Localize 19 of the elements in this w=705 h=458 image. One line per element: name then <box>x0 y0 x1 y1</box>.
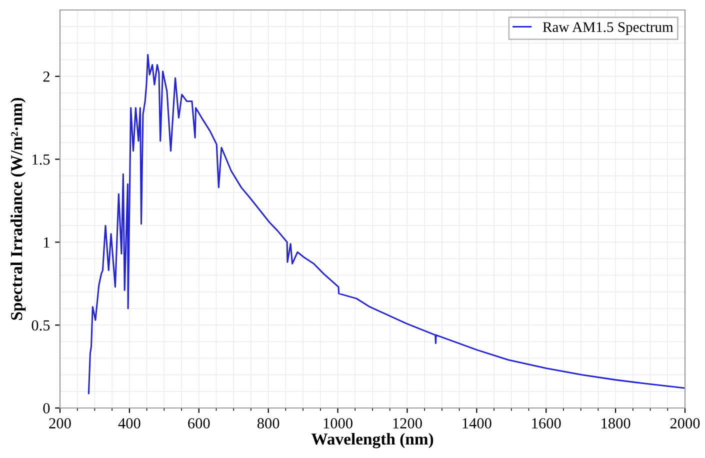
x-tick-label: 1600 <box>532 418 561 428</box>
y-tick-label: 1 <box>44 237 50 248</box>
x-tick-label: 2000 <box>670 418 700 428</box>
x-tick-label: 200 <box>49 418 71 428</box>
x-tick-label: 800 <box>257 418 280 428</box>
line-series <box>88 54 685 394</box>
y-tick-label: 2 <box>43 72 50 82</box>
y-tick-label: 0.5 <box>32 320 50 331</box>
x-tick-label: 600 <box>188 418 210 428</box>
x-tick-label: 1400 <box>462 418 492 428</box>
x-tick-label: 1200 <box>393 418 422 428</box>
x-axis-title: Wavelength (nm) <box>311 432 434 448</box>
x-tick-label: 400 <box>118 418 140 428</box>
y-tick-label: 0 <box>43 403 50 414</box>
legend-label: Raw AM1.5 Spectrum <box>542 22 674 35</box>
x-tick-label: 1000 <box>324 418 352 428</box>
y-axis-title: Spectral Irradiance (W/m²·nm) <box>10 98 26 320</box>
y-tick-label: 1.5 <box>32 154 50 165</box>
x-tick-label: 1800 <box>602 418 630 428</box>
